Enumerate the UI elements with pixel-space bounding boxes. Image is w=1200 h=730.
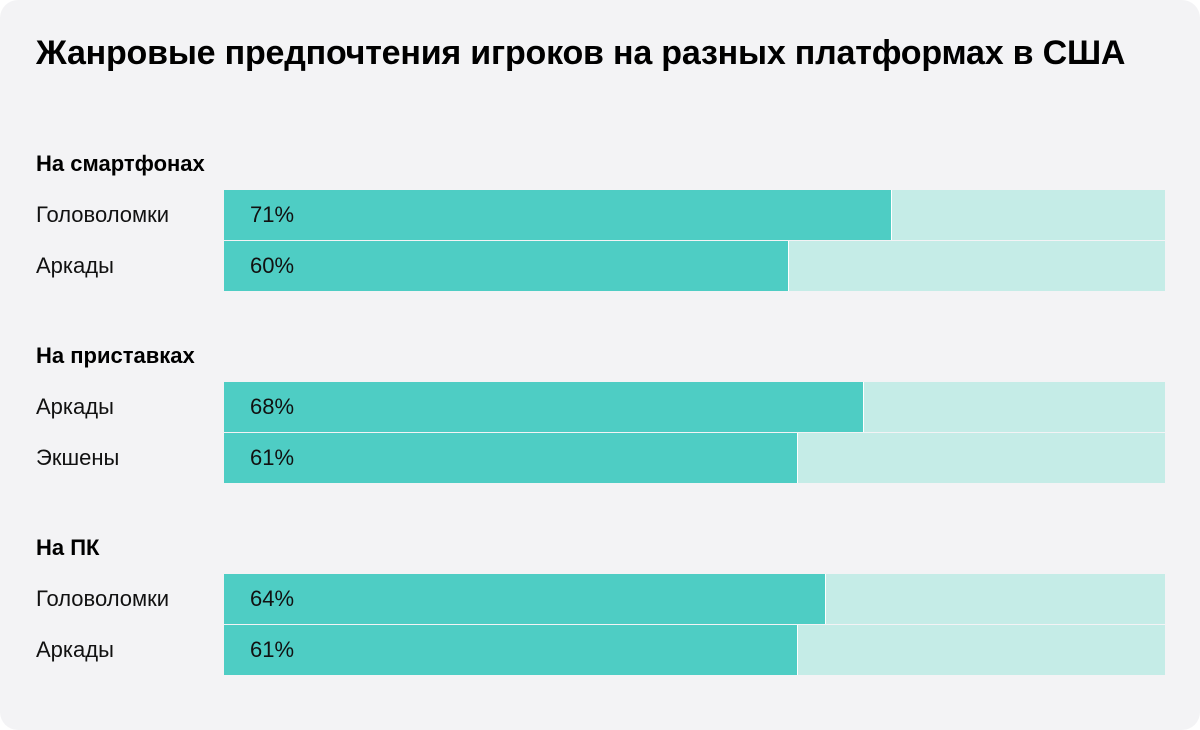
- bar-track: 64%: [224, 574, 1165, 624]
- bar-track: 68%: [224, 382, 1165, 432]
- bar: [224, 382, 864, 432]
- bar-category-label: Аркады: [36, 394, 114, 419]
- bar-category-label: Экшены: [36, 445, 120, 470]
- bar-value-label: 64%: [250, 586, 295, 611]
- bar: [224, 433, 798, 483]
- bar-category-label: Аркады: [36, 253, 114, 278]
- chart-title: Жанровые предпочтения игроков на разных …: [36, 34, 1126, 72]
- bar-value-label: 71%: [250, 202, 295, 227]
- bar-value-label: 60%: [250, 253, 295, 278]
- group-heading: На приставках: [36, 343, 195, 368]
- bar-track: 71%: [224, 190, 1165, 240]
- bar: [224, 241, 789, 291]
- bar-category-label: Головоломки: [36, 202, 170, 227]
- bar-value-label: 68%: [250, 394, 295, 419]
- bar: [224, 625, 798, 675]
- bar-value-label: 61%: [250, 445, 295, 470]
- bar-track: 61%: [224, 625, 1165, 675]
- bar-category-label: Головоломки: [36, 586, 170, 611]
- bar-track: 61%: [224, 433, 1165, 483]
- group-heading: На ПК: [36, 535, 100, 560]
- bar-track: 60%: [224, 241, 1165, 291]
- bar-value-label: 61%: [250, 637, 295, 662]
- bar: [224, 574, 826, 624]
- group-heading: На смартфонах: [36, 151, 205, 176]
- bar-category-label: Аркады: [36, 637, 114, 662]
- bar: [224, 190, 892, 240]
